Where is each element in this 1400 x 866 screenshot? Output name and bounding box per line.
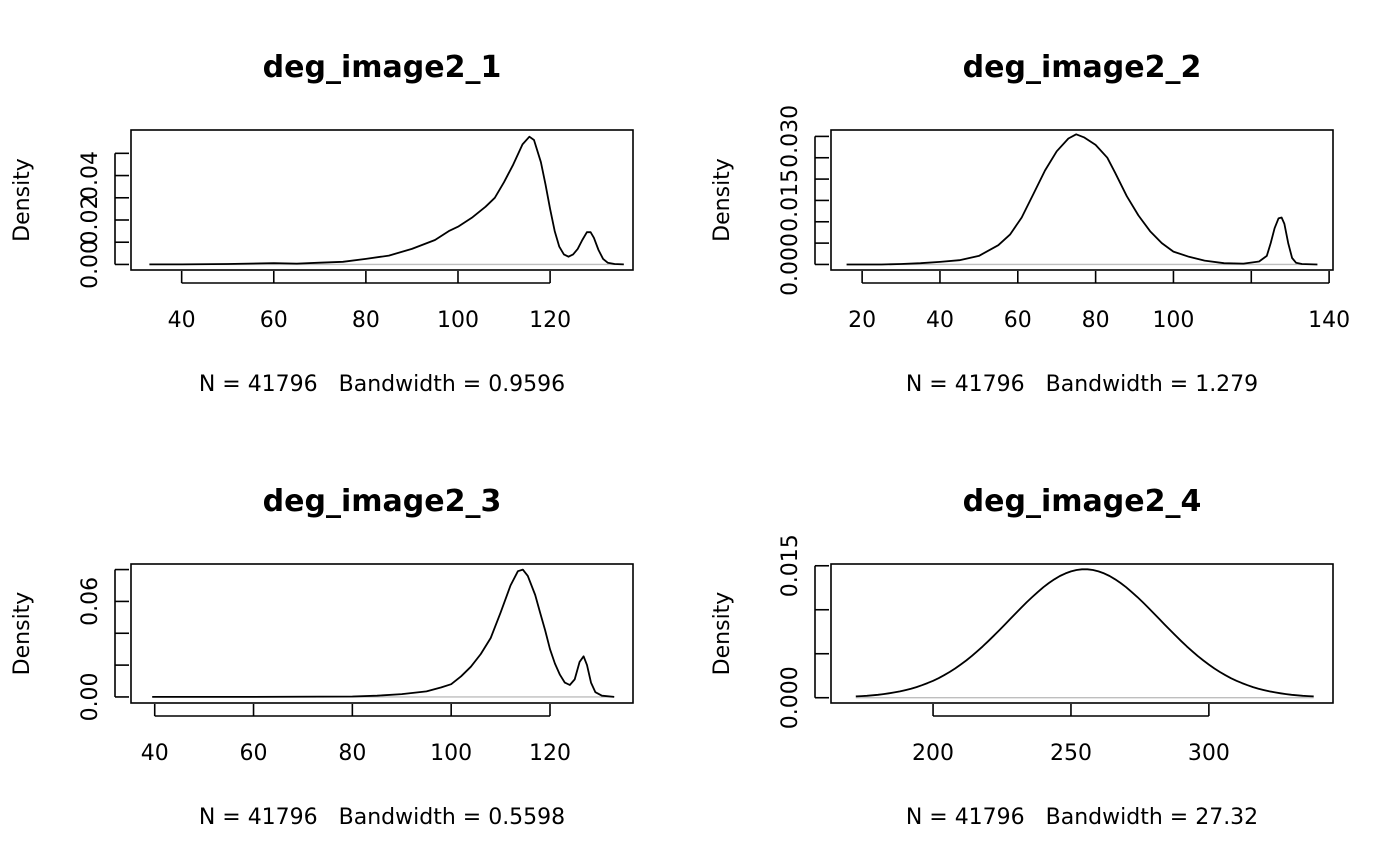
plot-frame (830, 563, 1334, 704)
x-tick-label: 200 (912, 741, 954, 766)
density-curve (855, 568, 1314, 698)
x-tick-label: 100 (437, 308, 479, 333)
y-tick-label: 0.000 (778, 233, 803, 296)
x-tick-label: 40 (926, 308, 954, 333)
x-tick-label: 60 (1004, 308, 1032, 333)
density-curve (149, 135, 624, 266)
x-axis-label: N = 41796 Bandwidth = 1.279 (906, 372, 1258, 397)
density-curve (846, 133, 1318, 266)
x-tick-label: 80 (1082, 308, 1110, 333)
x-tick-label: 120 (529, 741, 571, 766)
x-tick-label: 60 (260, 308, 288, 333)
y-axis-label: Density (710, 158, 735, 242)
panel-title: deg_image2_2 (963, 50, 1202, 85)
x-tick-label: 20 (848, 308, 876, 333)
x-axis-label: N = 41796 Bandwidth = 27.32 (906, 805, 1258, 830)
x-tick-label: 100 (430, 741, 472, 766)
x-axis-label: N = 41796 Bandwidth = 0.5598 (199, 805, 565, 830)
y-tick-label: 0.00 (78, 240, 103, 289)
x-tick-label: 140 (1308, 308, 1350, 333)
y-tick-label: 0.030 (778, 105, 803, 168)
y-tick-label: 0.015 (778, 534, 803, 597)
panel-title: deg_image2_4 (963, 484, 1202, 519)
plot-frame (830, 129, 1334, 271)
x-tick-label: 80 (338, 741, 366, 766)
x-tick-label: 250 (1050, 741, 1092, 766)
x-tick-label: 300 (1188, 741, 1230, 766)
y-tick-label: 0.06 (78, 577, 103, 626)
density-curve (152, 568, 615, 698)
panel-title: deg_image2_1 (263, 50, 502, 85)
y-axis-label: Density (10, 158, 35, 242)
x-tick-label: 40 (168, 308, 196, 333)
y-tick-label: 0.00 (78, 672, 103, 721)
panel-1: deg_image2_1 0.000.020.04 40 60 80 100 120 Dens… (10, 50, 634, 397)
y-tick-label: 0.015 (778, 169, 803, 232)
panel-3: deg_image2_3 0.00 0.06 40 60 80 100 120 Density N… (10, 484, 634, 830)
x-tick-label: 120 (529, 308, 571, 333)
x-tick-label: 40 (141, 741, 169, 766)
plot-frame (130, 129, 634, 271)
y-axis-label: Density (10, 592, 35, 676)
y-tick-label: 0.02 (78, 196, 103, 245)
panel-title: deg_image2_3 (263, 484, 502, 519)
x-tick-label: 60 (240, 741, 268, 766)
plot-frame (130, 563, 634, 704)
x-tick-label: 100 (1152, 308, 1194, 333)
y-tick-label: 0.000 (778, 666, 803, 729)
x-axis-label: N = 41796 Bandwidth = 0.9596 (199, 372, 565, 397)
y-axis-label: Density (710, 592, 735, 676)
x-tick-label: 80 (352, 308, 380, 333)
panel-4: deg_image2_4 0.000 0.015 200 250 300 Density N … (710, 484, 1334, 830)
y-tick-label: 0.04 (78, 151, 103, 200)
